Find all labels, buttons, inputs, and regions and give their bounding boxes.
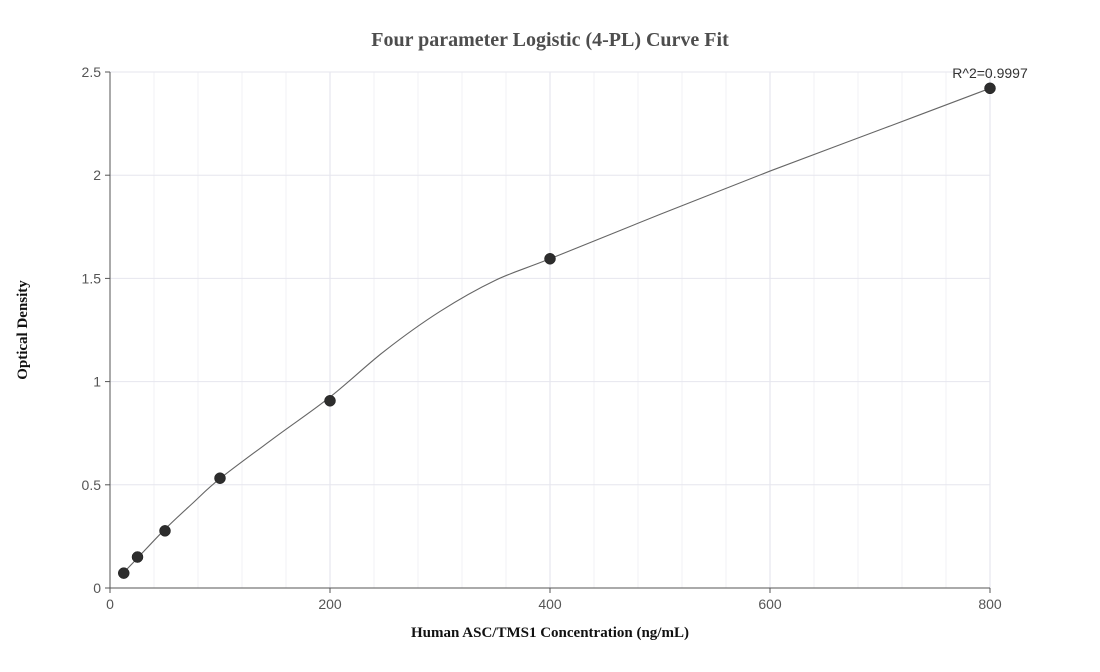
y-tick-label: 1.5 bbox=[82, 270, 102, 286]
y-tick-label: 2 bbox=[93, 167, 101, 183]
y-tick-label: 0 bbox=[93, 580, 101, 596]
data-point bbox=[131, 551, 144, 563]
data-point bbox=[544, 253, 556, 265]
curve-layer bbox=[123, 87, 991, 573]
y-tick-label: 0.5 bbox=[82, 477, 102, 493]
x-tick-label: 200 bbox=[318, 596, 342, 612]
x-tick-label: 0 bbox=[106, 596, 114, 612]
point-layer bbox=[118, 82, 996, 579]
data-point bbox=[118, 567, 130, 579]
chart-title: Four parameter Logistic (4-PL) Curve Fit bbox=[371, 29, 729, 51]
data-point bbox=[214, 472, 226, 484]
y-axis-label: Optical Density bbox=[15, 280, 31, 380]
x-tick-label: 600 bbox=[758, 596, 782, 612]
axis-layer: 0 200 400 600 800 0 0.5 1 1.5 2 2.5 bbox=[82, 64, 1002, 612]
x-axis-label: Human ASC/TMS1 Concentration (ng/mL) bbox=[411, 625, 689, 641]
data-point bbox=[324, 395, 336, 407]
fit-curve bbox=[123, 87, 991, 573]
r-squared-annotation: R^2=0.9997 bbox=[952, 65, 1028, 81]
data-point bbox=[159, 525, 171, 537]
grid-layer bbox=[110, 71, 991, 588]
x-tick-label: 400 bbox=[538, 596, 562, 612]
data-point bbox=[984, 82, 996, 95]
y-tick-label: 1 bbox=[93, 374, 101, 390]
y-tick-label: 2.5 bbox=[82, 64, 102, 80]
x-tick-label: 800 bbox=[978, 596, 1002, 612]
